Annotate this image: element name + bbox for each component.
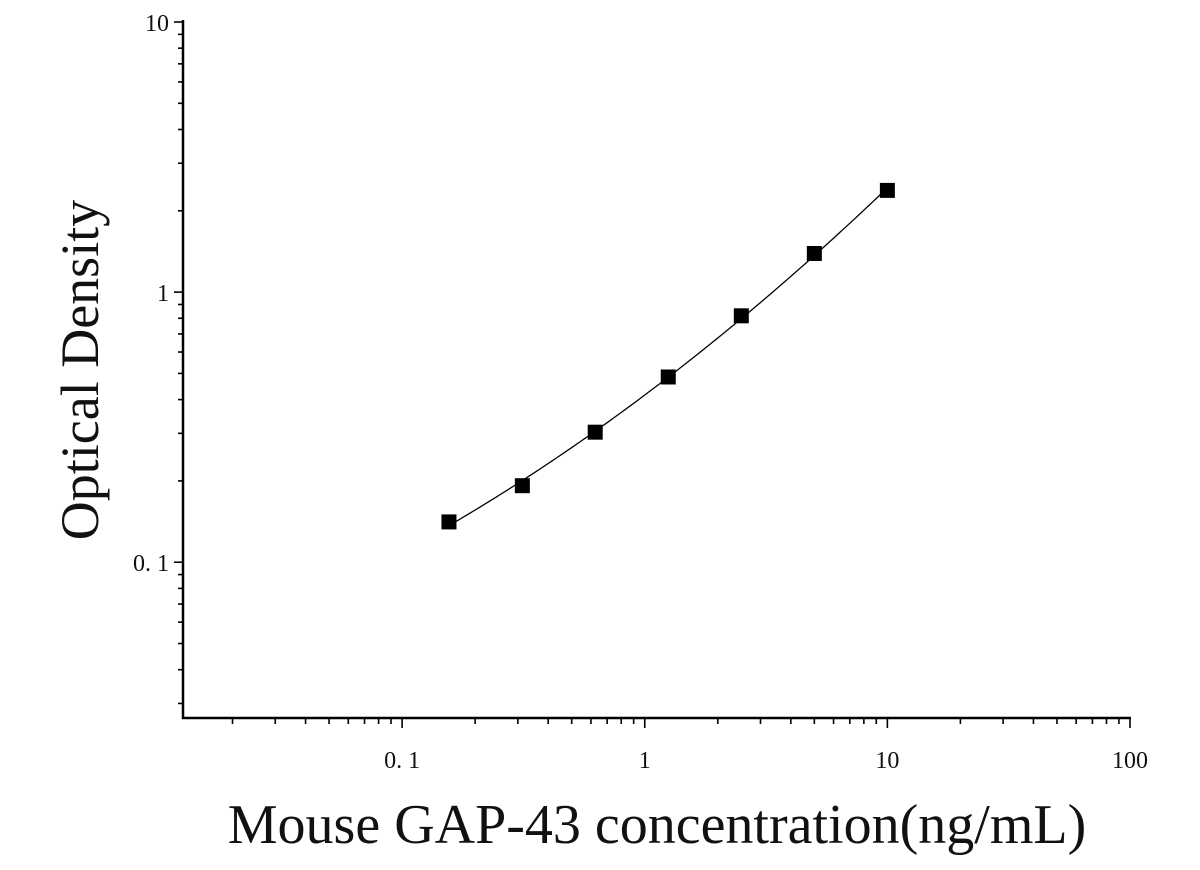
tick-labels-layer: 0. 1 1 10 100 0. 1 1 10 bbox=[133, 11, 1148, 774]
x-axis-title: Mouse GAP-43 concentration(ng/mL) bbox=[228, 794, 1086, 856]
data-point bbox=[806, 245, 822, 261]
x-tick-label: 10 bbox=[875, 748, 899, 774]
data-points-layer bbox=[441, 182, 895, 530]
x-tick-label: 0. 1 bbox=[384, 748, 420, 774]
y-tick-label: 1 bbox=[157, 281, 169, 307]
data-point bbox=[733, 308, 749, 324]
y-tick-label: 10 bbox=[145, 11, 169, 37]
data-point bbox=[441, 514, 457, 530]
x-tick-label: 100 bbox=[1112, 748, 1148, 774]
data-point bbox=[587, 424, 603, 440]
y-axis-title: Optical Density bbox=[50, 200, 110, 540]
data-point bbox=[660, 369, 676, 385]
data-point bbox=[879, 182, 895, 198]
axes bbox=[174, 20, 1131, 728]
x-tick-label: 1 bbox=[639, 748, 651, 774]
data-point bbox=[514, 478, 530, 494]
fit-curve-layer bbox=[448, 187, 888, 527]
fit-curve bbox=[448, 187, 888, 527]
y-tick-label: 0. 1 bbox=[133, 551, 169, 577]
